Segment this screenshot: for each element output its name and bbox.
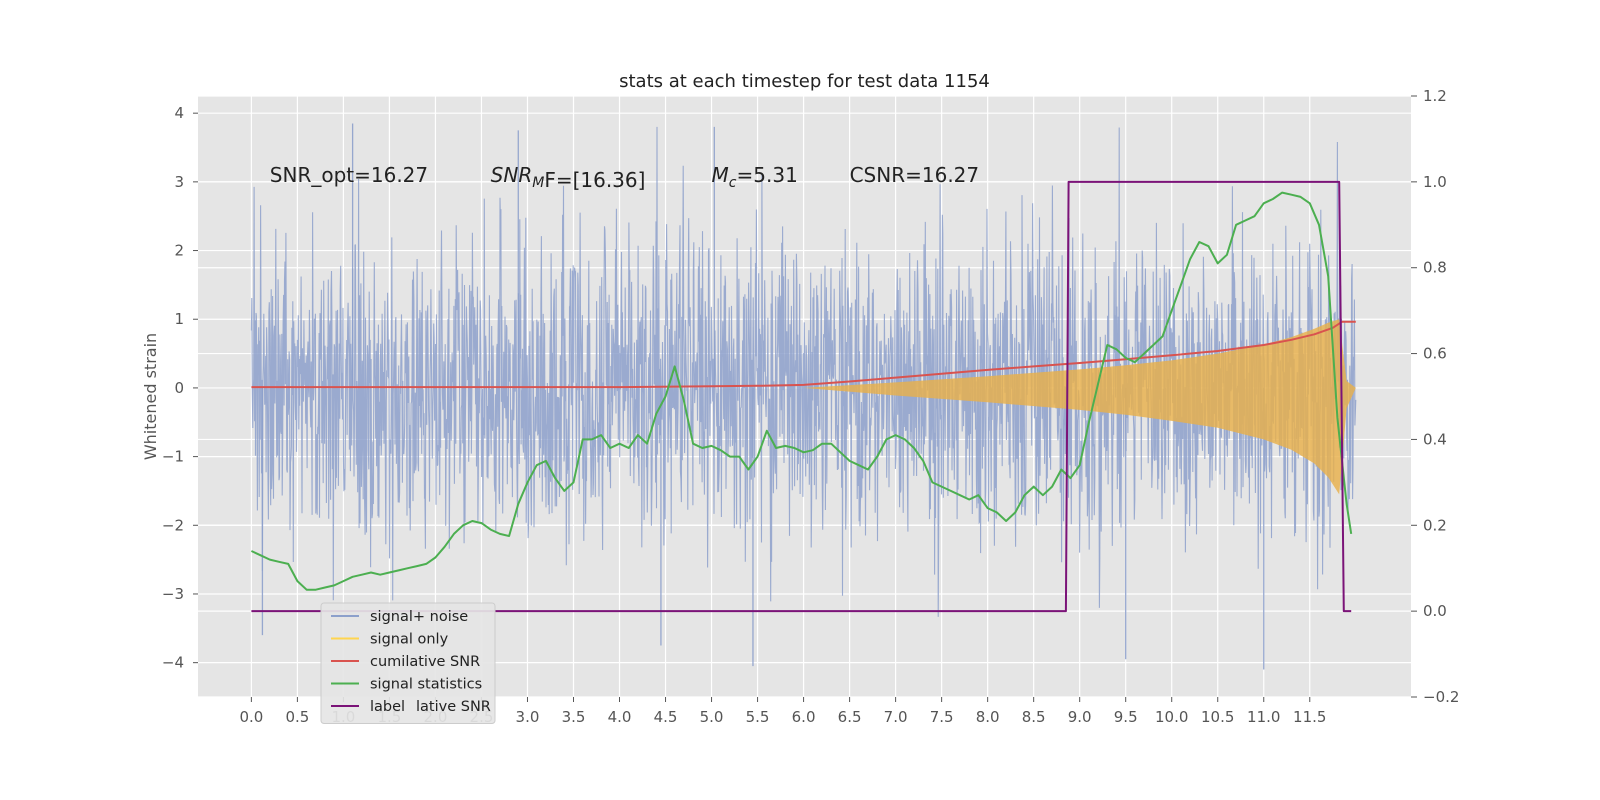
x-tick-label: 8.5: [1022, 708, 1046, 726]
y2-tick-label: 1.0: [1423, 173, 1447, 191]
x-tick-label: 7.0: [884, 708, 908, 726]
x-tick-label: 5.5: [746, 708, 770, 726]
signal-noise-line: [250, 126, 1357, 617]
annotations: SNR_opt=16.27 SNRMF=[16.36] Mc=5.31 CSNR…: [270, 163, 979, 192]
signal-statistics-line: [250, 191, 1353, 591]
x-tick-label: 7.5: [930, 708, 954, 726]
chart-title: stats at each timestep for test data 115…: [619, 71, 990, 92]
signal-only-area: [803, 319, 1356, 495]
x-tick-label: 3.5: [562, 708, 586, 726]
legend-label: signal+ noise: [370, 609, 468, 625]
annotation-snr-opt: SNR_opt=16.27: [270, 163, 428, 187]
y-tick-label: −4: [162, 654, 184, 672]
y-tick-label: 4: [174, 104, 184, 122]
cumilative-snr-line: [251, 320, 1356, 389]
y2-tick-label: 0.4: [1423, 430, 1447, 448]
x-tick-label: 11.5: [1293, 708, 1326, 726]
line-series: [250, 180, 1356, 613]
x-tick-label: 6.5: [838, 708, 862, 726]
legend-box: [320, 602, 496, 724]
mc-prefix: M: [712, 163, 729, 187]
x-tick-label: 3.0: [516, 708, 540, 726]
y-tick-label: 2: [174, 242, 184, 260]
y2-tick-label: −0.2: [1423, 688, 1459, 706]
legend-label: label: [370, 699, 405, 715]
x-tick-label: 0.0: [239, 708, 263, 726]
y-tick-label: 1: [174, 310, 184, 328]
annotation-csnr: CSNR=16.27: [850, 163, 980, 187]
x-tick-label: 0.5: [285, 708, 309, 726]
y2-tick-label: 0.0: [1423, 602, 1447, 620]
snr-mf-suffix: F=[16.36]: [544, 168, 645, 192]
snr-mf-subscript: M: [532, 175, 544, 191]
y2-tick-label: 1.2: [1423, 87, 1447, 105]
signal-noise-series: [250, 123, 1357, 670]
x-tick-label: 9.5: [1114, 708, 1138, 726]
mc-suffix: =5.31: [737, 163, 798, 187]
legend: signal+ noise signal only cumilative SNR si…: [320, 602, 496, 724]
axes: 0.00.51.01.52.02.53.03.54.04.55.05.56.06…: [162, 87, 1460, 726]
legend-label: cumilative SNR: [370, 654, 480, 670]
y-tick-label: −3: [162, 585, 184, 603]
y2-tick-label: 0.2: [1423, 516, 1447, 534]
snr-mf-prefix: SNR: [491, 163, 533, 187]
x-tick-label: 4.0: [608, 708, 632, 726]
x-tick-label: 10.0: [1155, 708, 1188, 726]
y-axis-label: Whitened strain: [141, 333, 160, 460]
x-tick-label: 4.5: [654, 708, 678, 726]
legend-overflow-text: lative SNR: [416, 699, 491, 715]
annotation-snr-mf: SNRMF=[16.36]: [491, 163, 646, 192]
x-tick-label: 8.0: [976, 708, 1000, 726]
annotation-mc: Mc=5.31: [712, 163, 798, 191]
x-tick-label: 9.0: [1068, 708, 1092, 726]
signal-only-series: [803, 319, 1356, 495]
y-tick-label: 3: [174, 173, 184, 191]
y-tick-label: 0: [174, 379, 184, 397]
x-tick-label: 6.0: [792, 708, 816, 726]
y-tick-label: −1: [162, 448, 184, 466]
x-tick-label: 10.5: [1201, 708, 1234, 726]
x-tick-label: 5.0: [700, 708, 724, 726]
legend-label: signal only: [370, 632, 449, 648]
mc-subscript: c: [729, 175, 737, 191]
label-line: [251, 180, 1352, 613]
y2-tick-label: 0.6: [1423, 345, 1447, 363]
legend-label: signal statistics: [370, 677, 482, 693]
y-tick-label: −2: [162, 516, 184, 534]
y2-tick-label: 0.8: [1423, 259, 1447, 277]
x-tick-label: 11.0: [1247, 708, 1280, 726]
